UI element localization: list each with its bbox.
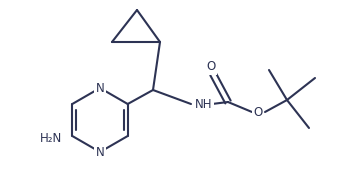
Text: NH: NH	[195, 98, 213, 112]
Text: N: N	[96, 82, 104, 94]
Text: O: O	[253, 105, 263, 119]
Text: H₂N: H₂N	[40, 132, 62, 146]
Text: O: O	[206, 60, 216, 74]
Text: N: N	[96, 146, 104, 158]
